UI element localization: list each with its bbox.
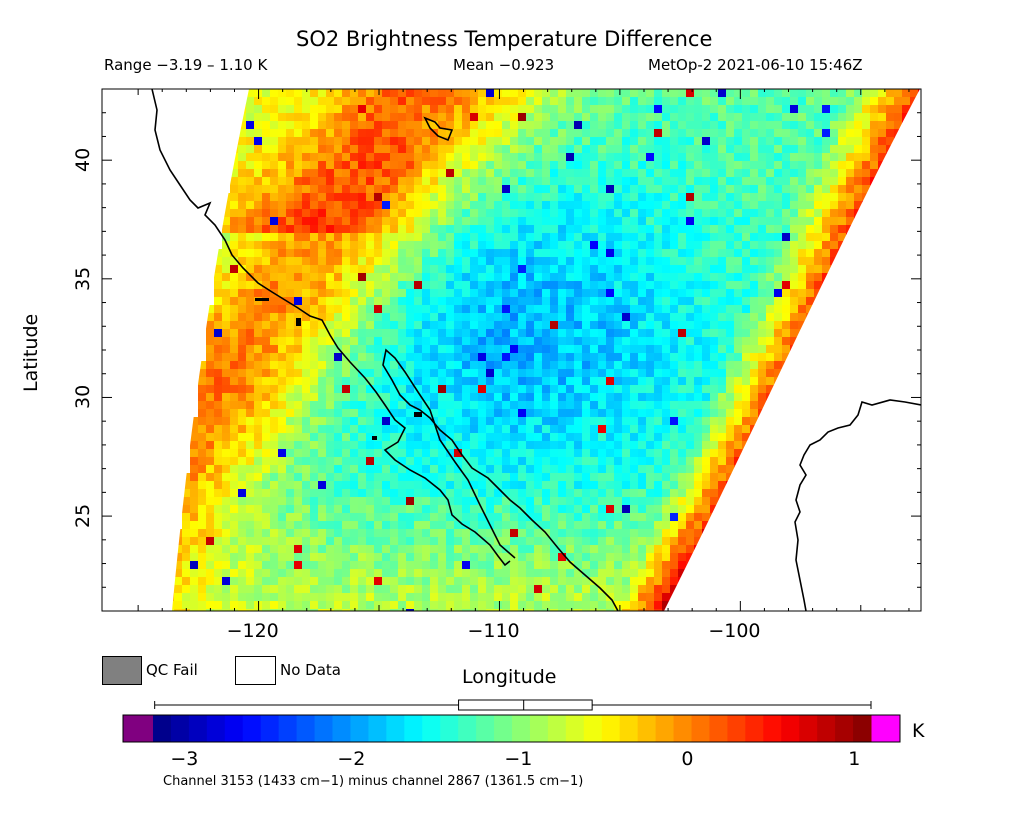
y-tick-label: 30 xyxy=(72,385,94,410)
x-tick-label: −100 xyxy=(708,620,761,642)
range-readout: Range −3.19 – 1.10 K xyxy=(104,56,268,74)
qc-fail-swatch xyxy=(102,656,142,685)
axis-ticks xyxy=(102,88,921,611)
gulf-of-mexico-coastline xyxy=(794,399,921,611)
colorbar-tick-label: −1 xyxy=(504,748,533,770)
x-tick-label: −120 xyxy=(226,620,279,642)
colorbar-tick-label: 1 xyxy=(848,748,861,770)
x-axis-label: Longitude xyxy=(462,666,557,688)
colorbar-tick-label: −2 xyxy=(337,748,366,770)
colorbar xyxy=(122,714,901,743)
colorbar-boxplot xyxy=(154,699,872,711)
no-data-swatch xyxy=(235,656,276,685)
mean-readout: Mean −0.923 xyxy=(453,56,555,74)
y-tick-label: 25 xyxy=(72,503,94,529)
colorbar-tick-label: −3 xyxy=(170,748,199,770)
coastline xyxy=(151,89,921,611)
qc-fail-label: QC Fail xyxy=(146,661,198,679)
plot-title: SO2 Brightness Temperature Difference xyxy=(296,27,713,51)
y-tick-label: 40 xyxy=(72,147,94,173)
no-data-label: No Data xyxy=(280,661,341,679)
colorbar-unit: K xyxy=(912,720,925,742)
colorbar-tick-label: 0 xyxy=(681,748,694,770)
y-axis-label: Latitude xyxy=(20,313,42,392)
satellite-time-readout: MetOp-2 2021-06-10 15:46Z xyxy=(648,56,863,74)
inland-lake-outline xyxy=(423,116,454,142)
x-tick-label: −110 xyxy=(467,620,520,642)
swath-pixels xyxy=(172,89,920,611)
y-tick-label: 35 xyxy=(72,266,94,291)
pacific-coastline xyxy=(151,89,511,567)
channel-footnote: Channel 3153 (1433 cm−1) minus channel 2… xyxy=(163,774,584,789)
gulf-coastline xyxy=(382,348,619,611)
islands xyxy=(255,298,422,440)
